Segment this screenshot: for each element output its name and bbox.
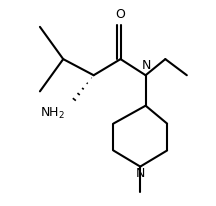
Text: NH$_2$: NH$_2$ (40, 106, 65, 121)
Text: O: O (116, 8, 125, 21)
Text: N: N (136, 167, 145, 180)
Text: N: N (142, 59, 151, 72)
